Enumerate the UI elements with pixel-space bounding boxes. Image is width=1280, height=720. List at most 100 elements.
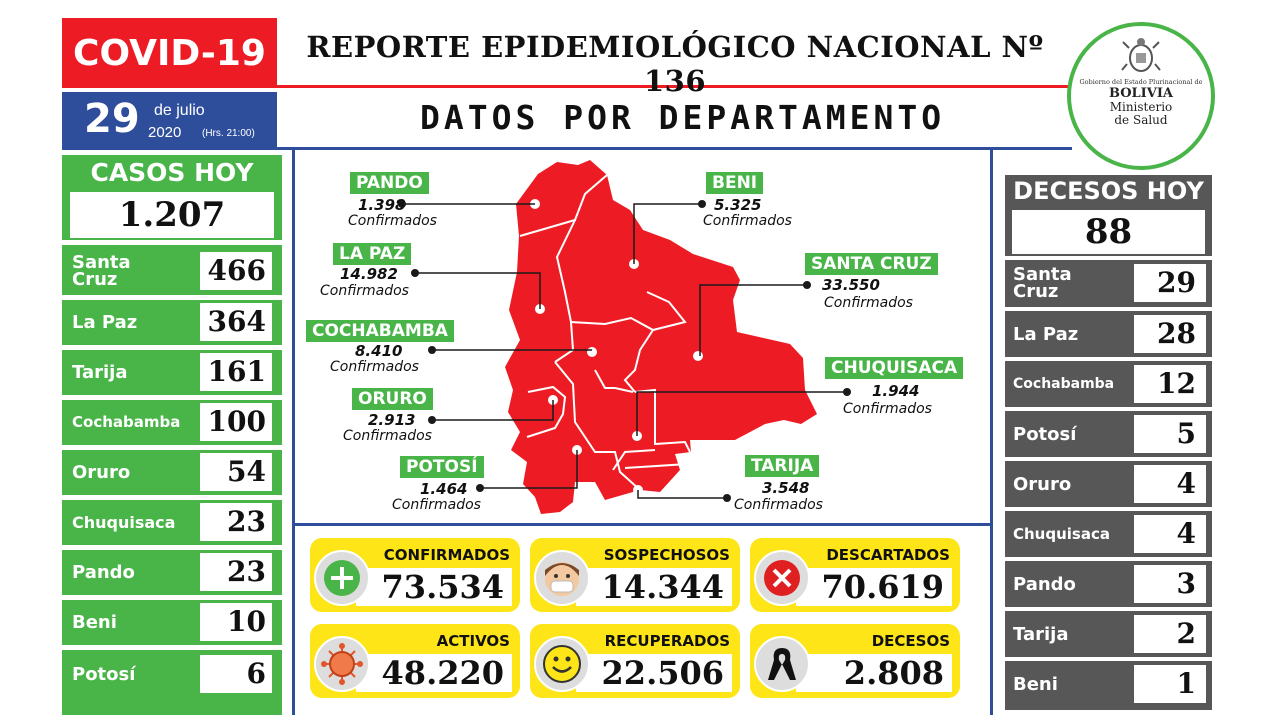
x-circle-icon <box>754 550 810 606</box>
date-month: de julio <box>154 102 205 119</box>
row-name: Potosí <box>72 663 136 685</box>
stat-value-box: 73.534 <box>356 568 512 606</box>
divider <box>1005 407 1212 411</box>
covid-tag: COVID-19 <box>62 18 277 88</box>
stat-decesos: 2.808 DECESOS <box>750 624 960 698</box>
casos-row: Oruro 54 <box>62 449 282 495</box>
mourning-ribbon-icon <box>754 636 810 692</box>
row-value: 4 <box>1134 515 1206 553</box>
stat-value: 73.534 <box>381 568 504 606</box>
row-value: 29 <box>1134 264 1206 302</box>
map-value-cochabamba: 8.410 <box>355 342 403 360</box>
confirmados-text: Confirmados <box>703 213 792 229</box>
casos-hoy-total: 1.207 <box>70 192 274 238</box>
row-value: 23 <box>200 503 272 541</box>
map-value-pando: 1.398 <box>358 196 406 214</box>
smile-icon <box>534 636 590 692</box>
map-label-cochabamba: COCHABAMBA <box>306 320 454 342</box>
decesos-row: Tarija 2 <box>1005 611 1212 657</box>
coat-of-arms-icon <box>1121 38 1161 72</box>
decesos-row: Oruro 4 <box>1005 461 1212 507</box>
divider <box>62 395 282 400</box>
decesos-row: Pando 3 <box>1005 561 1212 607</box>
confirmados-text: Confirmados <box>824 295 913 311</box>
decesos-row: La Paz 28 <box>1005 311 1212 357</box>
stat-label: RECUPERADOS <box>604 632 730 650</box>
row-value: 364 <box>200 303 272 341</box>
map-label-la-paz: LA PAZ <box>333 243 412 265</box>
decesos-row: Cochabamba 12 <box>1005 361 1212 407</box>
row-name: Chuquisaca <box>72 512 176 532</box>
logo-ministerio: Ministerio <box>1109 100 1173 114</box>
casos-row: La Paz 364 <box>62 299 282 345</box>
divider <box>62 495 282 500</box>
decesos-hoy-title: DECESOS HOY <box>1013 177 1204 205</box>
blue-divider <box>277 147 1072 150</box>
row-name: Chuquisaca <box>1013 524 1110 543</box>
stat-value-box: 2.808 <box>796 654 952 692</box>
casos-row: Chuquisaca 23 <box>62 499 282 545</box>
casos-row: Potosí 6 <box>62 651 282 697</box>
stat-label: SOSPECHOSOS <box>603 546 730 564</box>
casos-row: Beni 10 <box>62 599 282 645</box>
section-title: DATOS POR DEPARTAMENTO <box>420 98 946 137</box>
divider <box>1005 657 1212 661</box>
row-value: 4 <box>1134 465 1206 503</box>
map-label-oruro: ORURO <box>352 388 433 410</box>
divider <box>1005 256 1212 260</box>
row-value: 100 <box>200 403 272 441</box>
row-value: 54 <box>200 453 272 491</box>
row-value: 23 <box>200 553 272 591</box>
decesos-row: Chuquisaca 4 <box>1005 511 1212 557</box>
row-value: 12 <box>1134 365 1206 403</box>
divider <box>62 295 282 300</box>
row-value: 2 <box>1134 615 1206 653</box>
stat-label: DECESOS <box>871 632 950 650</box>
stat-sospechosos: 14.344 SOSPECHOSOS <box>530 538 740 612</box>
masked-face-icon <box>534 550 590 606</box>
stat-descartados: 70.619 DESCARTADOS <box>750 538 960 612</box>
stat-label: CONFIRMADOS <box>383 546 510 564</box>
ministry-logo: Gobierno del Estado Plurinacional de BOL… <box>1067 22 1215 170</box>
divider <box>62 240 282 245</box>
stat-value: 22.506 <box>601 654 724 692</box>
confirmados-text: Confirmados <box>392 497 481 513</box>
row-value: 5 <box>1134 415 1206 453</box>
stat-value: 14.344 <box>601 568 724 606</box>
row-name: Beni <box>1013 673 1058 695</box>
casos-row: Santa Cruz 466 <box>62 248 282 294</box>
plus-icon <box>314 550 370 606</box>
row-name: Tarija <box>1013 623 1069 645</box>
casos-row: Pando 23 <box>62 549 282 595</box>
date-day: 29 <box>84 96 140 142</box>
map-label-potosi: POTOSÍ <box>400 456 484 478</box>
divider <box>1005 557 1212 561</box>
stat-value-box: 22.506 <box>576 654 732 692</box>
divider <box>62 445 282 450</box>
map-label-santa-cruz: SANTA CRUZ <box>805 253 938 275</box>
row-name: Potosí <box>1013 423 1077 445</box>
row-name: Pando <box>1013 573 1076 595</box>
divider <box>1005 607 1212 611</box>
decesos-row: Beni 1 <box>1005 661 1212 707</box>
casos-row: Tarija 161 <box>62 349 282 395</box>
report-title: REPORTE EPIDEMIOLÓGICO NACIONAL Nº 136 <box>306 30 1044 98</box>
date-year: 2020 <box>148 124 182 141</box>
stat-value: 48.220 <box>381 654 504 692</box>
date-box: 29 de julio 2020 (Hrs. 21:00) <box>62 92 277 150</box>
stat-value-box: 14.344 <box>576 568 732 606</box>
map-value-oruro: 2.913 <box>368 411 416 429</box>
stat-label: ACTIVOS <box>436 632 510 650</box>
stat-recuperados: 22.506 RECUPERADOS <box>530 624 740 698</box>
divider <box>1005 307 1212 311</box>
map-label-tarija: TARIJA <box>745 455 820 477</box>
casos-row: Cochabamba 100 <box>62 399 282 445</box>
row-name: Cochabamba <box>1013 375 1115 392</box>
stat-value-box: 48.220 <box>356 654 512 692</box>
row-value: 10 <box>200 603 272 641</box>
row-name: La Paz <box>1013 323 1079 345</box>
decesos-row: Santa Cruz 29 <box>1005 260 1212 306</box>
row-name: Pando <box>72 561 135 583</box>
confirmados-text: Confirmados <box>343 428 432 444</box>
decesos-row: Potosí 5 <box>1005 411 1212 457</box>
